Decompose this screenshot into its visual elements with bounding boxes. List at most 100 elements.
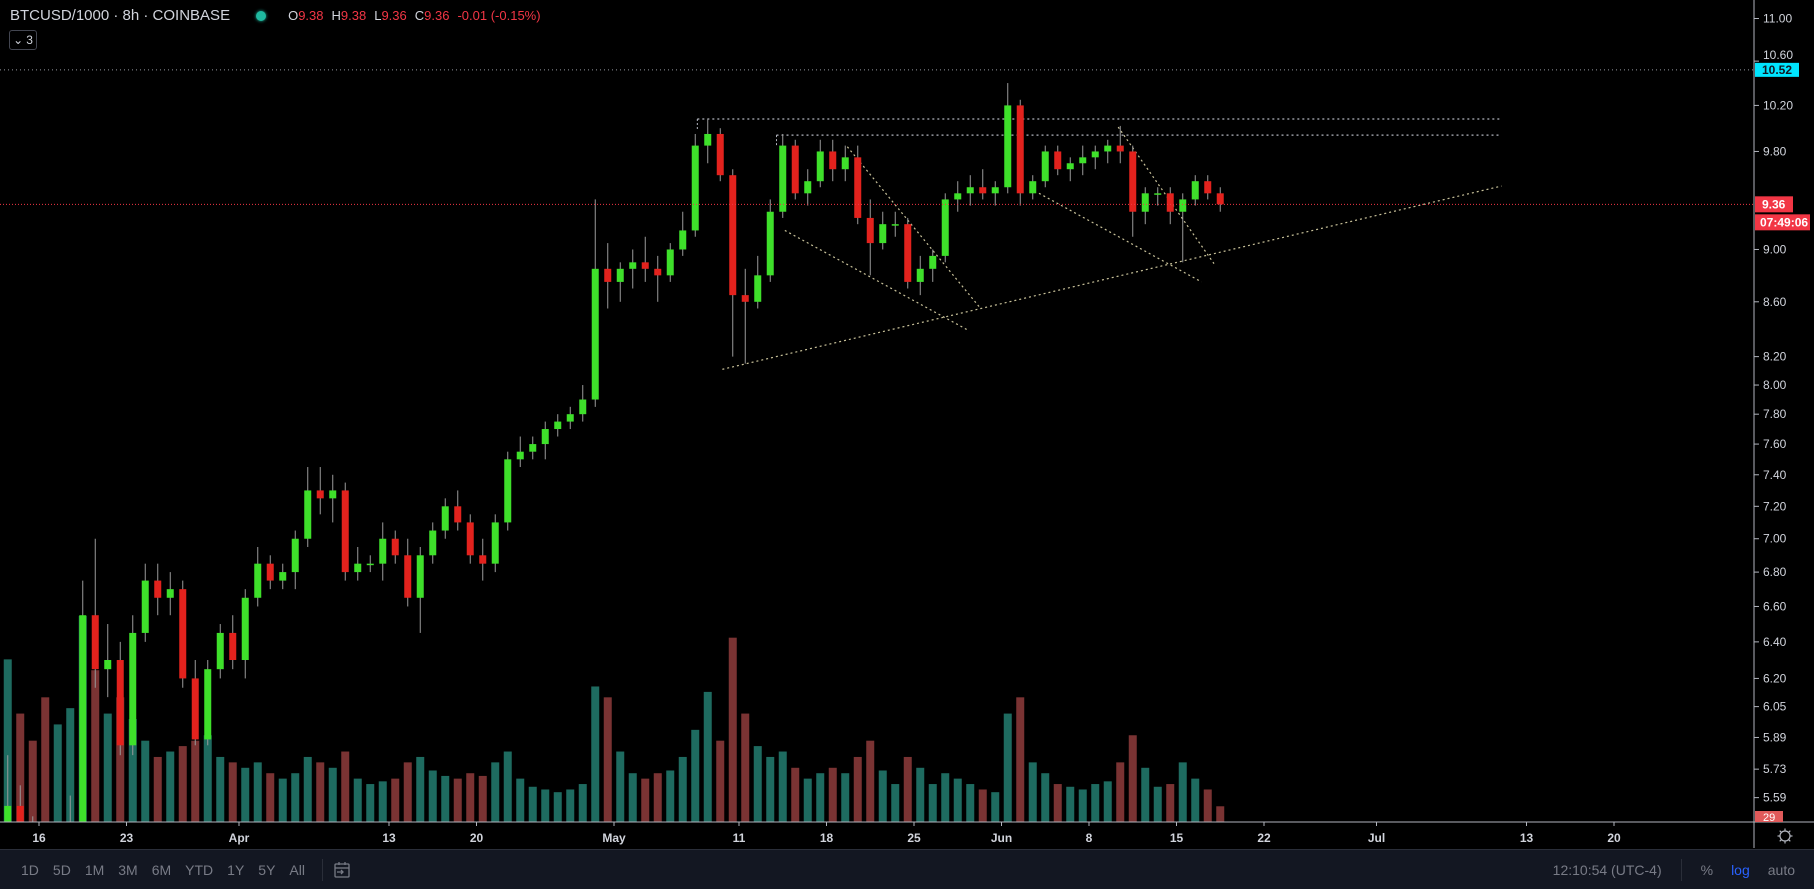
candle-body — [341, 490, 349, 573]
volume-bar — [653, 773, 662, 822]
volume-bar — [928, 784, 937, 822]
range-button-3m[interactable]: 3M — [118, 861, 138, 878]
candle — [854, 145, 862, 225]
price-chart[interactable]: 11.00 10.60 10.20 9.80 9.00 8.60 8.20 8.00 7.80 7… — [0, 0, 1814, 848]
candle-body — [329, 490, 337, 499]
volume-bar — [253, 762, 262, 822]
candle-body — [604, 268, 612, 282]
auto-scale-toggle[interactable]: auto — [1767, 861, 1795, 878]
volume-bar — [953, 778, 962, 822]
price-tick-label: 8.00 — [1763, 378, 1787, 392]
clock-timezone[interactable]: 12:10:54 (UTC-4) — [1552, 861, 1662, 878]
volume-bar — [1178, 762, 1187, 822]
candle — [4, 755, 12, 822]
range-button-6m[interactable]: 6M — [151, 861, 172, 878]
range-button-5y[interactable]: 5Y — [258, 861, 276, 878]
candle — [529, 436, 537, 460]
volume-label-bg — [1755, 811, 1783, 822]
candle-body — [716, 133, 724, 176]
volume-bar — [941, 773, 950, 822]
candle-body — [591, 268, 599, 400]
candle-body — [1191, 181, 1199, 200]
gear-ring — [1779, 830, 1791, 842]
open-value: 9.38 — [298, 8, 324, 23]
volume-bar — [266, 773, 275, 822]
candle-body — [416, 555, 424, 598]
candle-body — [429, 530, 437, 556]
volume-bar — [128, 719, 137, 822]
volume-bar — [578, 784, 587, 822]
candle-body — [1104, 145, 1112, 152]
candle-body — [579, 399, 587, 415]
candle-body — [204, 669, 212, 740]
volume-bar — [91, 670, 100, 822]
candle-body — [316, 490, 324, 499]
gear-tooth — [1788, 830, 1791, 833]
range-button-5d[interactable]: 5D — [52, 861, 71, 878]
volume-bar — [1103, 781, 1112, 822]
range-button-1y[interactable]: 1Y — [227, 861, 245, 878]
volume-bar — [466, 773, 475, 822]
indicators-toggle-button[interactable]: ⌄ 3 — [9, 30, 37, 50]
volume-bar — [228, 762, 237, 822]
range-button-1m[interactable]: 1M — [84, 861, 105, 878]
time-tick-label: Jul — [1368, 831, 1385, 845]
range-button-all[interactable]: All — [289, 861, 305, 878]
candle — [779, 133, 787, 218]
volume-bar — [1053, 784, 1062, 822]
volume-bar — [103, 713, 112, 822]
goto-date-icon[interactable] — [333, 861, 351, 879]
candle — [704, 119, 712, 164]
candle-body — [904, 224, 912, 282]
volume-bar — [141, 740, 150, 822]
volume-bar — [328, 767, 337, 822]
candle — [991, 181, 999, 206]
candle — [616, 262, 624, 302]
candle-body — [954, 193, 962, 200]
candle — [1029, 175, 1037, 200]
volume-bar — [753, 746, 762, 822]
symbol-title[interactable]: BTCUSD/1000 · 8h · COINBASE — [10, 7, 231, 24]
volume-bar — [491, 762, 500, 822]
price-tick-label: 9.00 — [1763, 242, 1787, 256]
candle — [741, 268, 749, 364]
range-button-ytd[interactable]: YTD — [185, 861, 214, 878]
volume-bar — [791, 767, 800, 822]
candle — [879, 211, 887, 250]
candle — [904, 217, 912, 289]
drawing-wedge-1-lower — [784, 229, 969, 331]
candle-body — [691, 145, 699, 231]
candle — [416, 546, 424, 633]
volume-bar — [741, 713, 750, 822]
log-scale-toggle[interactable]: log — [1731, 861, 1750, 878]
candle-body — [504, 459, 512, 523]
candle-body — [916, 268, 924, 282]
volume-bar — [516, 778, 525, 822]
candle-body — [1054, 151, 1062, 170]
volume-bar — [291, 773, 300, 822]
candle — [279, 563, 287, 590]
volume-bar — [1003, 713, 1012, 822]
candle — [929, 249, 937, 282]
volume-bar — [966, 784, 975, 822]
high-value: 9.38 — [340, 8, 367, 23]
volume-bar — [903, 756, 912, 822]
candle — [691, 133, 699, 237]
volume-bar — [828, 767, 837, 822]
price-tick-label: 8.20 — [1763, 350, 1787, 364]
range-button-1d[interactable]: 1D — [21, 861, 39, 878]
settings-gear-icon[interactable] — [1777, 828, 1793, 844]
candle — [216, 624, 224, 679]
candle — [729, 169, 737, 357]
volume-bar — [991, 792, 1000, 822]
percent-scale-toggle[interactable]: % — [1700, 861, 1714, 878]
candle — [104, 624, 112, 698]
candle-body — [966, 187, 974, 194]
candle-body — [1066, 163, 1074, 170]
gear-tooth — [1779, 830, 1782, 833]
candle-body — [379, 538, 387, 564]
candle-body — [454, 506, 462, 523]
time-tick-label: 13 — [1520, 831, 1534, 845]
candle — [504, 451, 512, 531]
volume-bar — [716, 740, 725, 822]
